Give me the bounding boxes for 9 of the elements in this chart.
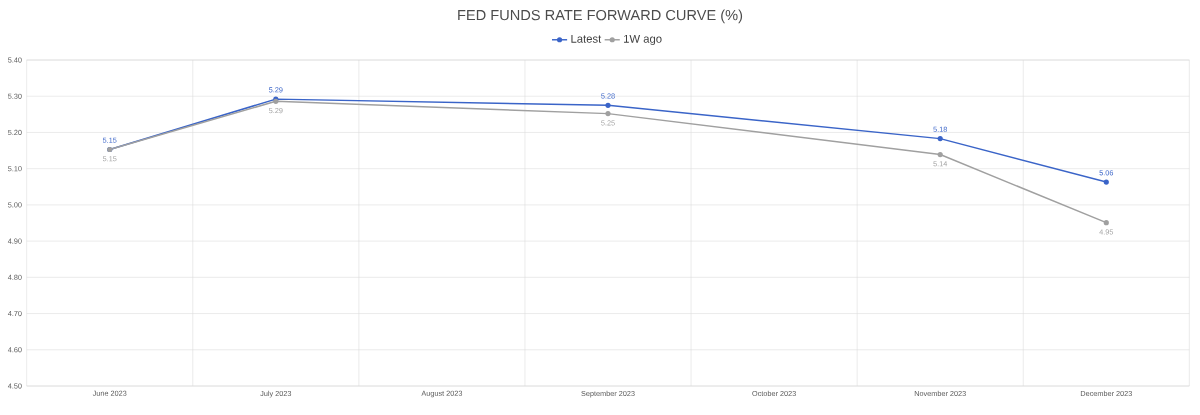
point (937, 151, 943, 158)
legend-label: 1W ago (624, 34, 662, 45)
point (605, 111, 611, 117)
point (937, 136, 943, 142)
point (605, 102, 611, 108)
legend-label: Latest (571, 34, 602, 43)
point (1103, 179, 1109, 185)
chart-title: FED FUNDS RATE FORWARD CURVE (%) (458, 9, 743, 24)
point (1103, 220, 1109, 226)
